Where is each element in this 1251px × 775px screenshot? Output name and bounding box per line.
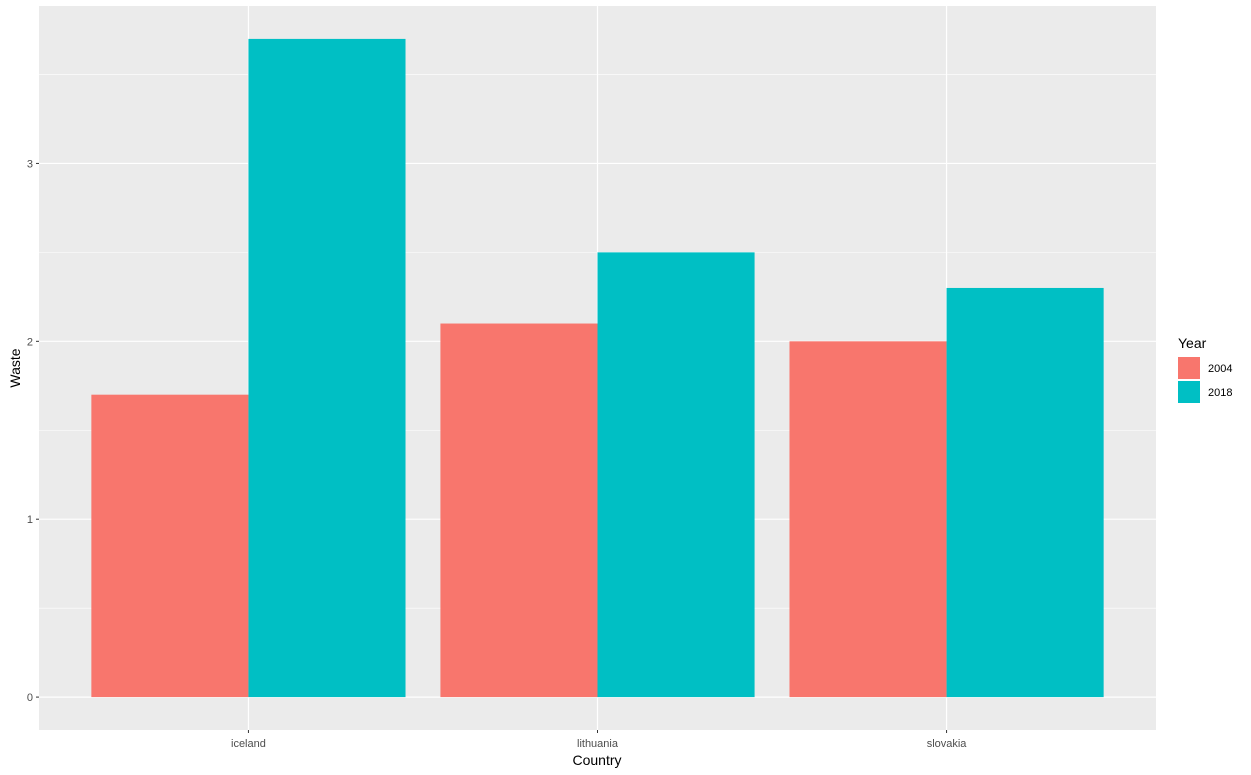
legend-label: 2018 [1208, 387, 1232, 399]
x-tick-label: slovakia [927, 738, 968, 750]
legend-key-2018 [1178, 381, 1200, 403]
bar-slovakia-2018 [946, 287, 1104, 698]
y-axis-title: Waste [7, 348, 23, 387]
bar-lithuania-2018 [597, 252, 755, 698]
y-tick-label: 3 [27, 158, 33, 170]
bar-iceland-2004 [91, 394, 249, 698]
y-axis: 0 1 2 3 [27, 158, 39, 704]
legend-title: Year [1178, 335, 1207, 351]
x-tick-label: lithuania [577, 738, 619, 750]
y-tick-label: 1 [27, 514, 33, 526]
x-axis: iceland lithuania slovakia [231, 730, 967, 750]
legend-label: 2004 [1208, 363, 1232, 375]
y-tick-label: 0 [27, 692, 33, 704]
x-axis-title: Country [572, 752, 621, 768]
legend-key-2004 [1178, 357, 1200, 379]
y-tick-label: 2 [27, 336, 33, 348]
legend: Year 2004 2018 [1178, 335, 1232, 403]
bars [91, 38, 1104, 698]
x-tick-label: iceland [231, 738, 266, 750]
bar-iceland-2018 [248, 38, 406, 698]
bar-lithuania-2004 [440, 323, 598, 698]
bar-slovakia-2004 [789, 341, 947, 698]
